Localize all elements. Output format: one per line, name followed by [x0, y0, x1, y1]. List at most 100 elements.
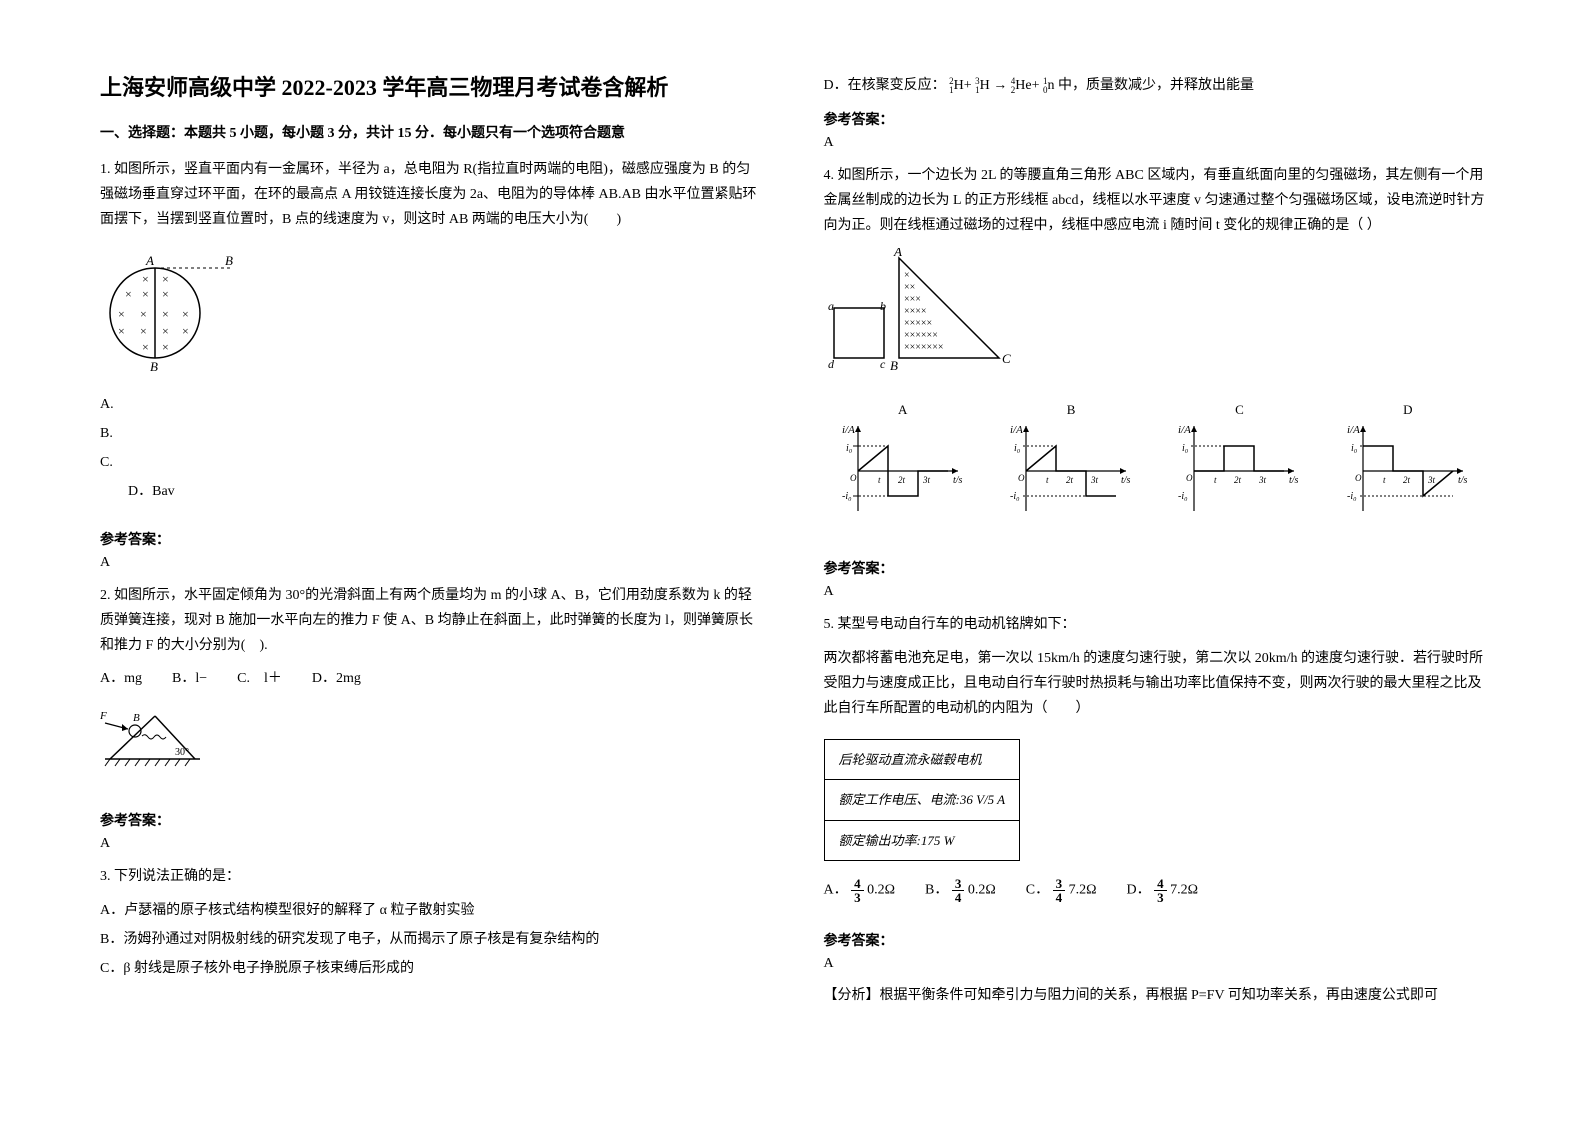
q5-options: A． 43 0.2Ω B． 34 0.2Ω C． 34 7.2Ω D． 43 7… [824, 877, 1488, 904]
question-5: 5. 某型号电动自行车的电动机铭牌如下： 两次都将蓄电池充足电，第一次以 15k… [824, 612, 1488, 910]
q4-graph-c: C i/A t/s i₀ -i₀ t 2t 3t O [1160, 398, 1318, 529]
svg-text:b: b [880, 299, 886, 313]
q5-text2: 两次都将蓄电池充足电，第一次以 15km/h 的速度匀速行驶，第二次以 20km… [824, 646, 1488, 722]
svg-text:t: t [1214, 475, 1217, 485]
q1-opt-b: B. [100, 421, 764, 446]
q5-opt-a: A． 43 0.2Ω [824, 877, 896, 904]
q2-opt-a: A．mg [100, 666, 142, 691]
svg-text:30°: 30° [175, 747, 189, 758]
svg-text:2t: 2t [1234, 475, 1242, 485]
q2-answer: A [100, 836, 764, 852]
q5-opt-c: C． 34 7.2Ω [1026, 877, 1097, 904]
svg-text:O: O [1018, 473, 1025, 483]
svg-text:××××: ×××× [904, 306, 927, 317]
svg-text:×: × [118, 307, 125, 321]
svg-text:×: × [182, 307, 189, 321]
svg-text:××: ×× [904, 282, 915, 293]
svg-text:3t: 3t [1090, 475, 1099, 485]
svg-text:×: × [162, 324, 169, 338]
q2-options: A．mg B．l− C. l＋ D．2mg [100, 666, 764, 691]
q4-answer: A [824, 584, 1488, 600]
svg-text:d: d [828, 357, 835, 371]
svg-text:×××××××: ××××××× [904, 342, 943, 353]
svg-text:×: × [118, 324, 125, 338]
svg-text:×××: ××× [904, 294, 921, 305]
q4-graph-b: B i/A t/s i₀ -i₀ t 2t 3t O [992, 398, 1150, 529]
q5-text: 5. 某型号电动自行车的电动机铭牌如下： [824, 612, 1488, 637]
svg-text:O: O [850, 473, 857, 483]
q3-opt-b: B．汤姆孙通过对阴极射线的研究发现了电子，从而揭示了原子核是有复杂结构的 [100, 927, 764, 952]
svg-text:t/s: t/s [1289, 475, 1299, 486]
right-column: D．在核聚变反应： 21H+ 31H → 42He+ 10n 中，质量数减少，并… [824, 70, 1488, 1052]
q5-analysis: 【分析】根据平衡条件可知牵引力与阻力间的关系，再根据 P=FV 可知功率关系，再… [824, 984, 1488, 1008]
svg-text:-i₀: -i₀ [842, 491, 852, 502]
svg-text:i/A: i/A [1347, 424, 1360, 436]
q1-opt-a: A. [100, 392, 764, 417]
q3-answer: A [824, 135, 1488, 151]
q3-answer-label: 参考答案： [824, 109, 1488, 129]
svg-text:2t: 2t [898, 475, 906, 485]
svg-text:i₀: i₀ [1182, 443, 1189, 454]
svg-text:t: t [878, 475, 881, 485]
q2-figure: F B 30° [100, 701, 764, 780]
svg-text:i/A: i/A [1010, 424, 1023, 436]
svg-text:t/s: t/s [1458, 475, 1468, 486]
svg-text:×: × [140, 307, 147, 321]
left-column: 上海安师高级中学 2022-2023 学年高三物理月考试卷含解析 一、选择题：本… [100, 70, 764, 1052]
svg-text:-i₀: -i₀ [1010, 491, 1020, 502]
svg-text:3t: 3t [1258, 475, 1267, 485]
svg-text:3t: 3t [1427, 475, 1436, 485]
question-4: 4. 如图所示，一个边长为 2L 的等腰直角三角形 ABC 区域内，有垂直纸面向… [824, 163, 1488, 539]
q4-answer-label: 参考答案： [824, 558, 1488, 578]
q4-text: 4. 如图所示，一个边长为 2L 的等腰直角三角形 ABC 区域内，有垂直纸面向… [824, 163, 1488, 239]
svg-text:O: O [1186, 473, 1193, 483]
svg-text:B: B [133, 712, 140, 724]
table-row: 后轮驱动直流永磁毂电机 [825, 740, 1020, 780]
svg-text:×: × [142, 340, 149, 354]
q3-opt-a: A．卢瑟福的原子核式结构模型很好的解释了 α 粒子散射实验 [100, 898, 764, 923]
svg-text:×: × [182, 324, 189, 338]
table-row: 额定工作电压、电流:36 V/5 A [825, 780, 1020, 820]
svg-text:t: t [1383, 475, 1386, 485]
svg-text:t: t [1046, 475, 1049, 485]
q5-answer-label: 参考答案： [824, 930, 1488, 950]
question-1: 1. 如图所示，竖直平面内有一金属环，半径为 a，总电阻为 R(指拉直时两端的电… [100, 157, 764, 509]
svg-text:i/A: i/A [842, 424, 855, 436]
svg-text:3t: 3t [922, 475, 931, 485]
label-a: A [145, 253, 154, 268]
exam-title: 上海安师高级中学 2022-2023 学年高三物理月考试卷含解析 [100, 70, 764, 102]
q5-nameplate-table: 后轮驱动直流永磁毂电机 额定工作电压、电流:36 V/5 A 额定输出功率:17… [824, 739, 1021, 861]
svg-text:×: × [140, 324, 147, 338]
svg-text:F: F [100, 710, 107, 722]
table-row: 额定输出功率:175 W [825, 821, 1020, 860]
q2-text: 2. 如图所示，水平固定倾角为 30°的光滑斜面上有两个质量均为 m 的小球 A… [100, 583, 764, 659]
svg-text:t/s: t/s [1121, 475, 1131, 486]
svg-text:×: × [162, 272, 169, 286]
svg-text:×: × [125, 287, 132, 301]
q2-opt-d: D．2mg [312, 666, 361, 691]
svg-text:-i₀: -i₀ [1347, 491, 1357, 502]
question-2: 2. 如图所示，水平固定倾角为 30°的光滑斜面上有两个质量均为 m 的小球 A… [100, 583, 764, 791]
svg-text:×: × [162, 287, 169, 301]
svg-text:×: × [142, 272, 149, 286]
q1-answer: A [100, 555, 764, 571]
svg-text:××××××: ×××××× [904, 330, 938, 341]
q3-text: 3. 下列说法正确的是： [100, 864, 764, 889]
q5-opt-b: B． 34 0.2Ω [925, 877, 996, 904]
svg-text:B: B [890, 358, 898, 373]
q2-answer-label: 参考答案： [100, 810, 764, 830]
svg-text:×: × [904, 270, 910, 281]
svg-text:-i₀: -i₀ [1178, 491, 1188, 502]
svg-text:O: O [1355, 473, 1362, 483]
label-b-top: B [225, 253, 233, 268]
svg-text:A: A [893, 248, 902, 259]
section-header: 一、选择题：本题共 5 小题，每小题 3 分，共计 15 分．每小题只有一个选项… [100, 122, 764, 142]
svg-text:C: C [1002, 351, 1011, 366]
svg-text:2t: 2t [1066, 475, 1074, 485]
q1-opt-c: C. [100, 450, 764, 475]
q3-opt-d: D．在核聚变反应： 21H+ 31H → 42He+ 10n 中，质量数减少，并… [824, 74, 1488, 95]
label-b-bottom: B [150, 359, 158, 373]
svg-text:t/s: t/s [953, 475, 963, 486]
svg-text:i/A: i/A [1178, 424, 1191, 436]
q2-opt-b: B．l− [172, 666, 207, 691]
